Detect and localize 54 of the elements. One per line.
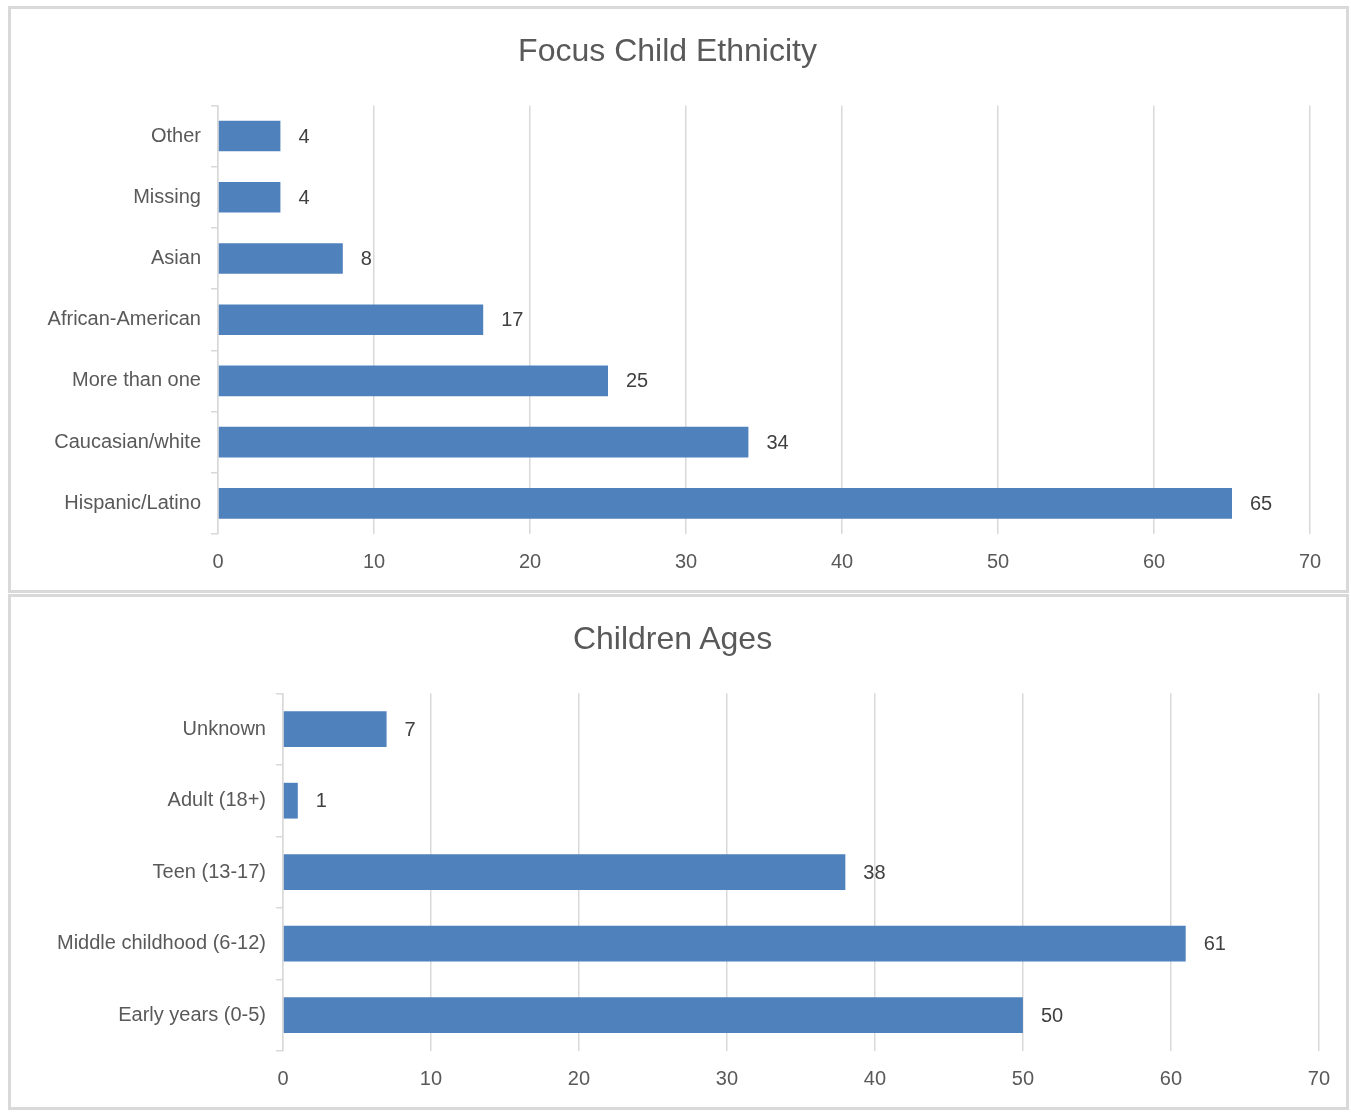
x-tick-label: 10 (419, 1066, 443, 1089)
data-label: 4 (298, 124, 310, 147)
data-label: 34 (766, 430, 789, 453)
x-tick-label: 10 (362, 549, 386, 572)
y-tick-label: Missing (133, 184, 201, 207)
y-tick-label: Adult (18+) (167, 788, 266, 811)
data-label: 7 (404, 717, 416, 740)
data-label: 65 (1250, 491, 1273, 514)
x-tick-label: 70 (1307, 1066, 1330, 1089)
data-label: 25 (626, 369, 649, 392)
bar (218, 488, 1232, 519)
bar (218, 243, 343, 274)
x-tick-label: 40 (830, 549, 854, 572)
y-tick-label: Unknown (182, 716, 266, 739)
x-tick-label: 60 (1159, 1066, 1183, 1089)
x-tick-label: 20 (518, 549, 542, 572)
bar (218, 365, 608, 397)
y-tick-label: Other (150, 123, 202, 146)
x-tick-label: 50 (1011, 1066, 1035, 1089)
y-tick-label: Middle childhood (6-12) (56, 931, 266, 954)
data-label: 17 (501, 308, 524, 331)
bar (283, 711, 387, 748)
bar (283, 925, 1186, 962)
data-label: 4 (298, 185, 310, 208)
data-label: 61 (1203, 932, 1226, 955)
y-tick-label: Caucasian/white (54, 429, 201, 452)
x-tick-label: 70 (1298, 549, 1322, 572)
y-tick-label: Early years (0-5) (118, 1002, 266, 1025)
bar (218, 426, 749, 458)
bar (218, 120, 281, 152)
x-tick-label: 0 (277, 1066, 289, 1089)
data-label: 50 (1040, 1003, 1064, 1026)
x-tick-label: 30 (715, 1066, 739, 1089)
chart-title: Focus Child Ethnicity (518, 32, 817, 69)
x-tick-label: 40 (863, 1066, 887, 1089)
y-tick-label: Teen (13-17) (152, 859, 266, 882)
bar (218, 181, 281, 213)
y-tick-label: More than one (72, 368, 201, 391)
data-label: 38 (863, 860, 886, 883)
data-label: 8 (360, 246, 372, 269)
x-tick-label: 20 (567, 1066, 591, 1089)
bar (283, 854, 846, 891)
y-tick-label: Hispanic/Latino (64, 490, 201, 513)
bar (283, 997, 1023, 1034)
x-tick-label: 60 (1142, 549, 1166, 572)
bar (283, 782, 298, 819)
y-tick-label: Asian (150, 245, 201, 268)
x-tick-label: 0 (212, 549, 224, 572)
bar (218, 304, 484, 336)
x-tick-label: 30 (674, 549, 698, 572)
chart-title: Children Ages (572, 620, 773, 657)
y-tick-label: African-American (47, 307, 201, 330)
data-label: 1 (315, 789, 327, 812)
x-tick-label: 50 (986, 549, 1010, 572)
